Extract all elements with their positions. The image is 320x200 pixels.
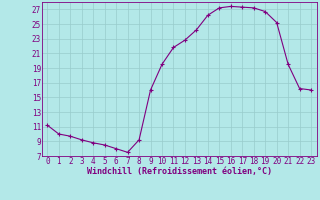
X-axis label: Windchill (Refroidissement éolien,°C): Windchill (Refroidissement éolien,°C) <box>87 167 272 176</box>
